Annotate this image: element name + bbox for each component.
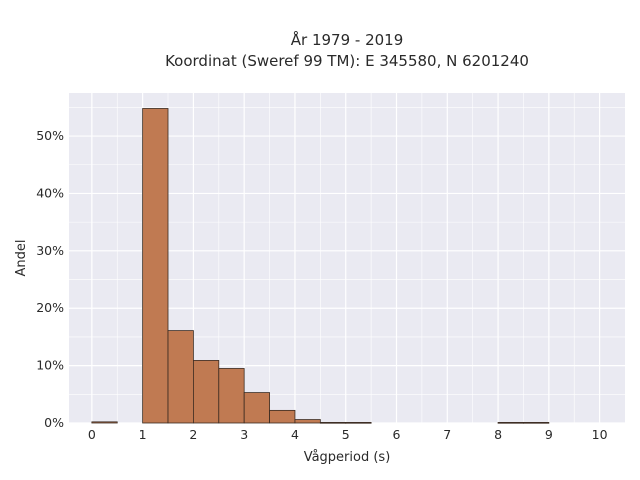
x-axis-label: Vågperiod (s) bbox=[304, 450, 391, 465]
x-tick-label: 5 bbox=[342, 427, 350, 442]
x-tick-label: 9 bbox=[545, 427, 553, 442]
y-tick-label: 40% bbox=[36, 185, 64, 200]
x-tick-label: 3 bbox=[240, 427, 248, 442]
x-tick-label: 10 bbox=[592, 427, 608, 442]
chart-title-line1: År 1979 - 2019 bbox=[291, 30, 404, 49]
histogram-bar bbox=[193, 360, 220, 424]
histogram-bar bbox=[523, 422, 550, 424]
x-tick-label: 2 bbox=[189, 427, 197, 442]
histogram-bar bbox=[319, 422, 347, 424]
chart-title-line2: Koordinat (Sweref 99 TM): E 345580, N 62… bbox=[165, 52, 529, 70]
histogram-bar bbox=[142, 108, 169, 424]
y-tick-label: 10% bbox=[36, 358, 64, 373]
histogram-bar bbox=[167, 330, 194, 424]
histogram-bar bbox=[269, 409, 296, 424]
y-tick-label: 0% bbox=[44, 415, 64, 430]
histogram-bar bbox=[497, 422, 524, 424]
histogram-bar bbox=[294, 419, 321, 424]
x-tick-label: 0 bbox=[88, 427, 96, 442]
y-axis-label: Andel bbox=[14, 240, 29, 277]
histogram-bar bbox=[91, 421, 118, 424]
x-tick-label: 7 bbox=[443, 427, 451, 442]
y-tick-label: 30% bbox=[36, 243, 64, 258]
y-tick-label: 20% bbox=[36, 300, 64, 315]
tick-labels: 0 1 2 3 4 5 6 7 8 9 10 0% 10% 20% 30% 40% 50% bbox=[36, 128, 607, 442]
histogram-bar bbox=[345, 422, 372, 424]
x-tick-label: 8 bbox=[494, 427, 502, 442]
histogram-bar bbox=[243, 392, 270, 424]
x-tick-label: 1 bbox=[139, 427, 147, 442]
x-tick-label: 4 bbox=[291, 427, 299, 442]
bars bbox=[91, 108, 550, 424]
x-tick-label: 6 bbox=[393, 427, 401, 442]
y-tick-label: 50% bbox=[36, 128, 64, 143]
histogram-bar bbox=[218, 368, 245, 424]
